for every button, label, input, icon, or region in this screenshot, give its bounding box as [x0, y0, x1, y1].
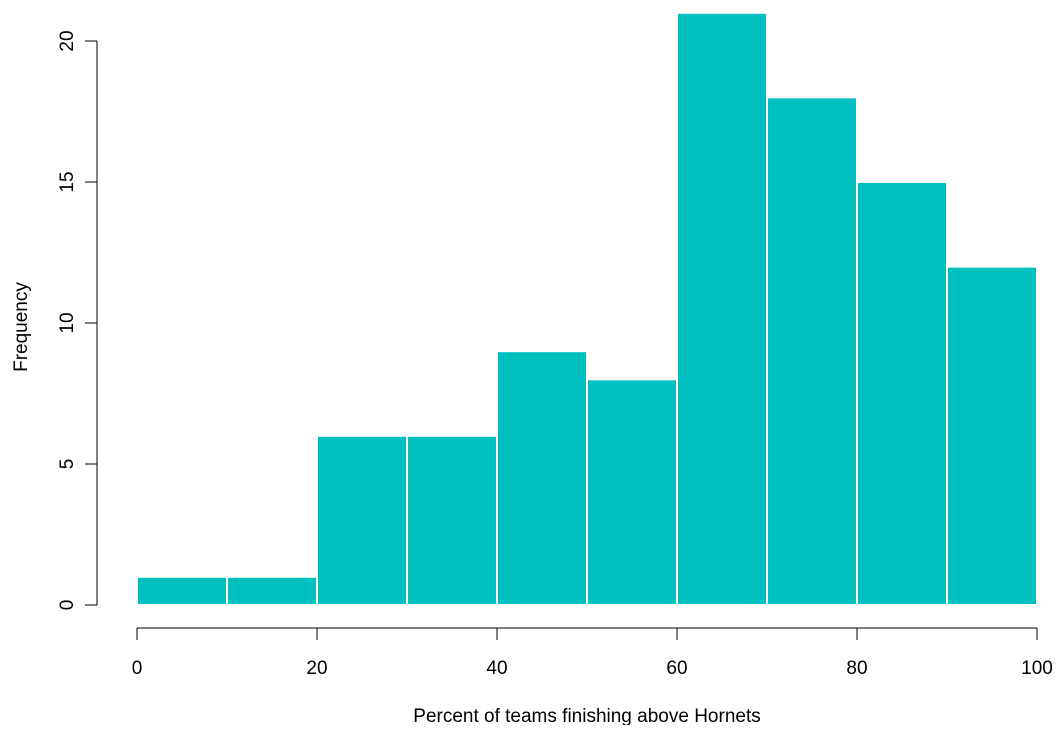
histogram-bar	[766, 96, 858, 607]
y-axis: 0 5 10 15 20	[57, 30, 98, 611]
histogram-bar	[136, 575, 228, 606]
x-tick-label: 100	[1021, 658, 1053, 679]
x-tick-label: 60	[666, 658, 687, 679]
histogram-bar	[676, 11, 768, 607]
y-axis-title: Frequency	[11, 282, 32, 372]
x-tick-label: 80	[846, 658, 867, 679]
histogram-bar	[226, 575, 318, 606]
x-axis: 0 20 40 60 80 100	[132, 627, 1053, 679]
x-axis-title: Percent of teams finishing above Hornets	[413, 706, 760, 725]
x-tick-label: 20	[306, 658, 327, 679]
y-tick-label: 20	[57, 30, 78, 51]
x-tick-label: 0	[132, 658, 143, 679]
bars-layer	[136, 11, 1038, 607]
y-tick-label: 10	[57, 312, 78, 333]
histogram-bar	[316, 434, 408, 606]
histogram-bar	[856, 181, 948, 606]
histogram-bar	[496, 350, 588, 607]
x-tick-label: 40	[486, 658, 507, 679]
histogram-bar	[586, 378, 678, 606]
y-tick-label: 0	[57, 600, 78, 611]
y-tick-label: 5	[57, 459, 78, 470]
y-tick-label: 15	[57, 171, 78, 192]
histogram-bar	[946, 265, 1038, 606]
histogram-bar	[406, 434, 498, 606]
